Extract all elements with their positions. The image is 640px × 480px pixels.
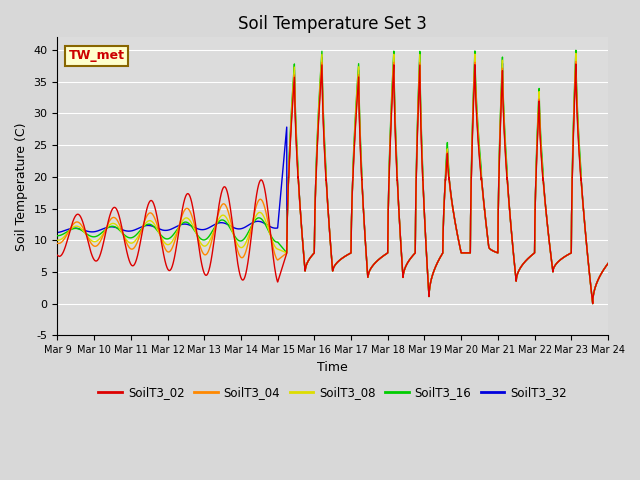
SoilT3_02 xyxy=(589,300,596,306)
SoilT3_16 xyxy=(387,128,394,133)
Line: SoilT3_04: SoilT3_04 xyxy=(58,61,608,303)
SoilT3_08 xyxy=(54,237,61,243)
Line: SoilT3_08: SoilT3_08 xyxy=(58,53,608,303)
SoilT3_04 xyxy=(396,227,404,232)
SoilT3_04 xyxy=(172,236,179,242)
Legend: SoilT3_02, SoilT3_04, SoilT3_08, SoilT3_16, SoilT3_32: SoilT3_02, SoilT3_04, SoilT3_08, SoilT3_… xyxy=(93,382,572,404)
SoilT3_04 xyxy=(589,300,596,306)
Line: SoilT3_32: SoilT3_32 xyxy=(58,57,608,303)
SoilT3_16 xyxy=(172,229,179,235)
SoilT3_32 xyxy=(589,300,596,306)
SoilT3_08 xyxy=(552,262,559,267)
SoilT3_32 xyxy=(207,224,215,229)
SoilT3_04 xyxy=(54,240,61,246)
X-axis label: Time: Time xyxy=(317,360,348,373)
SoilT3_02 xyxy=(387,139,394,145)
SoilT3_04 xyxy=(387,137,394,143)
SoilT3_16 xyxy=(552,262,559,267)
SoilT3_08 xyxy=(604,261,612,266)
SoilT3_08 xyxy=(387,131,394,137)
Line: SoilT3_02: SoilT3_02 xyxy=(58,64,608,303)
SoilT3_08 xyxy=(207,235,215,240)
SoilT3_08 xyxy=(396,227,404,232)
Y-axis label: Soil Temperature (C): Soil Temperature (C) xyxy=(15,122,28,251)
SoilT3_32 xyxy=(604,261,612,266)
Text: TW_met: TW_met xyxy=(68,49,124,62)
Line: SoilT3_16: SoilT3_16 xyxy=(58,50,608,303)
SoilT3_32 xyxy=(387,134,394,140)
SoilT3_04 xyxy=(604,261,612,266)
SoilT3_04 xyxy=(207,240,215,246)
SoilT3_16 xyxy=(604,261,612,266)
SoilT3_08 xyxy=(572,50,580,56)
SoilT3_02 xyxy=(207,257,215,263)
SoilT3_08 xyxy=(172,233,179,239)
SoilT3_32 xyxy=(54,229,61,235)
SoilT3_02 xyxy=(604,261,612,266)
SoilT3_04 xyxy=(552,262,559,267)
SoilT3_16 xyxy=(589,300,596,306)
SoilT3_04 xyxy=(604,261,612,266)
SoilT3_04 xyxy=(572,59,580,64)
SoilT3_32 xyxy=(604,261,612,266)
SoilT3_02 xyxy=(552,262,559,267)
SoilT3_08 xyxy=(589,300,596,306)
SoilT3_16 xyxy=(572,48,580,53)
SoilT3_16 xyxy=(396,227,404,232)
SoilT3_32 xyxy=(172,224,179,230)
SoilT3_02 xyxy=(396,227,404,232)
SoilT3_16 xyxy=(604,261,612,266)
SoilT3_02 xyxy=(572,61,580,67)
SoilT3_02 xyxy=(172,250,179,255)
SoilT3_02 xyxy=(604,261,612,266)
SoilT3_16 xyxy=(54,233,61,239)
SoilT3_32 xyxy=(396,227,404,232)
SoilT3_16 xyxy=(207,230,215,236)
Title: Soil Temperature Set 3: Soil Temperature Set 3 xyxy=(238,15,427,33)
SoilT3_32 xyxy=(552,262,559,267)
SoilT3_08 xyxy=(604,261,612,266)
SoilT3_32 xyxy=(572,54,580,60)
SoilT3_02 xyxy=(54,252,61,258)
